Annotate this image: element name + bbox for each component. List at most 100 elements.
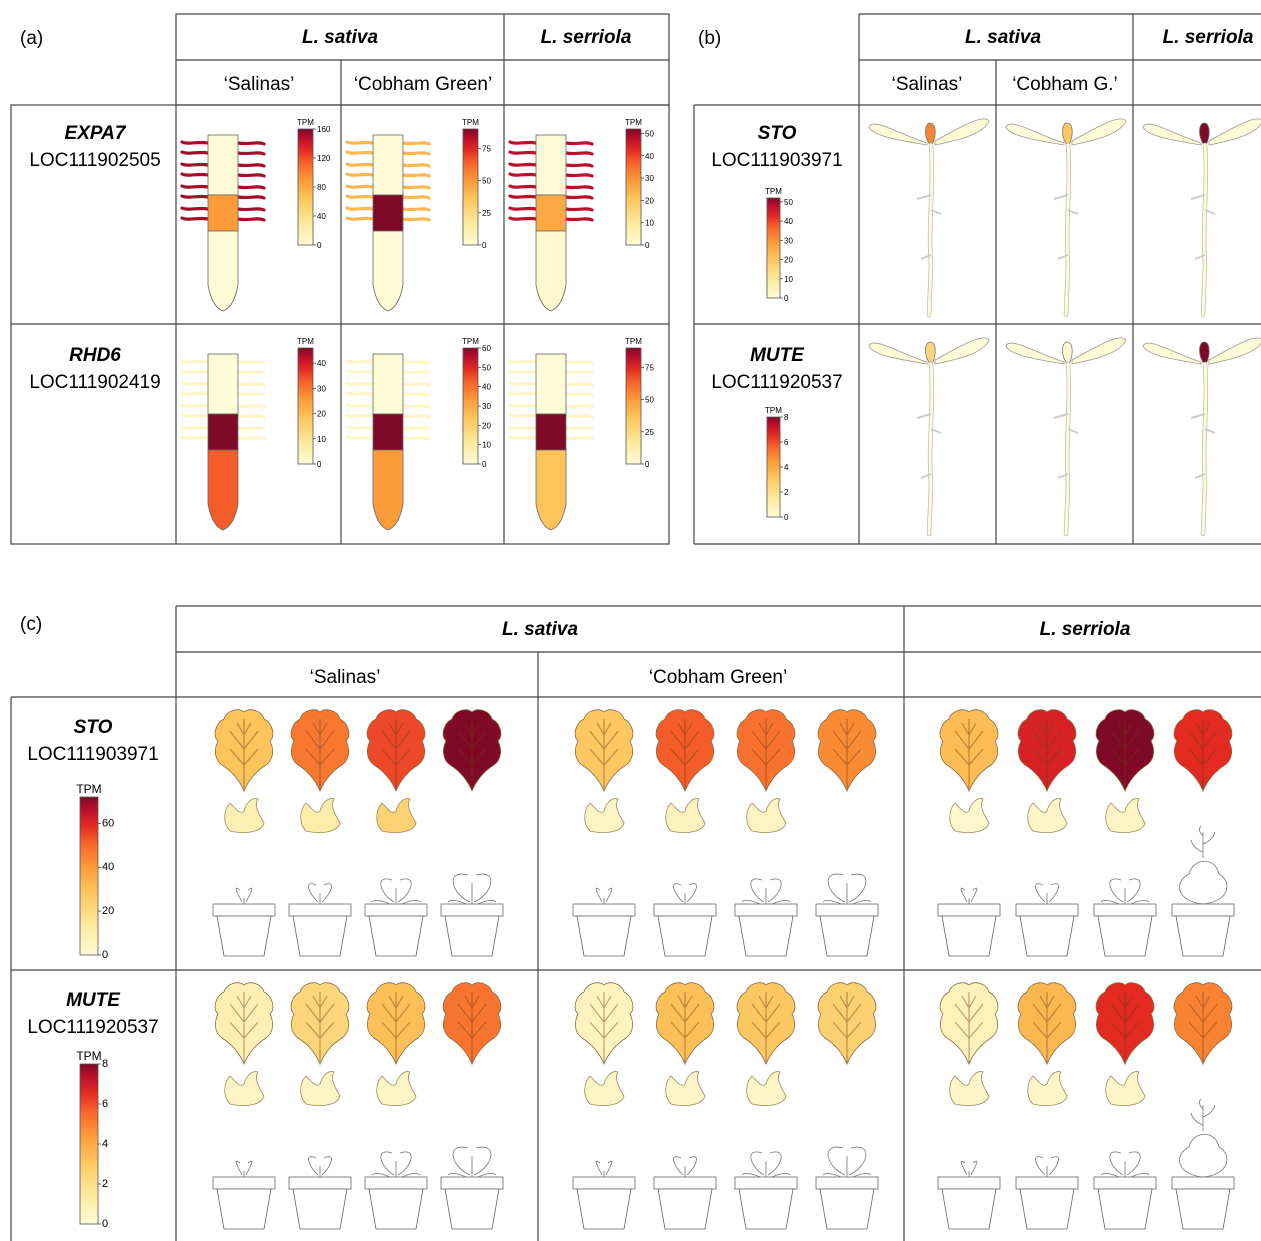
colorbar-tick-label: 50 — [645, 129, 654, 138]
colorbar-title: TPM — [462, 118, 479, 127]
plant-shoot — [308, 1156, 332, 1177]
colorbar-tick-label: 20 — [784, 256, 793, 265]
root-hair — [401, 392, 431, 397]
root-hair — [345, 391, 375, 396]
colorbar-title: TPM — [76, 1049, 101, 1063]
root-hair — [180, 140, 210, 145]
pot-body — [819, 915, 875, 957]
pot-body — [738, 915, 794, 957]
tpm-colorbar: TPM 0 10 20 30 40 50 — [625, 118, 654, 250]
pot-icon — [653, 883, 717, 957]
root-hair — [180, 403, 210, 408]
colorbar-gradient — [766, 197, 781, 299]
plant-shoot — [741, 878, 791, 905]
leaf-blade — [1173, 982, 1233, 1066]
root-hair — [564, 195, 594, 200]
plant-shoot — [960, 887, 978, 904]
leaf-blade — [1173, 709, 1233, 793]
cotyledon-right — [934, 337, 990, 365]
true-leaf — [1199, 122, 1210, 146]
cotyledon-right — [934, 118, 990, 146]
leaf-blade — [574, 709, 634, 793]
pot-rim — [440, 903, 504, 917]
root-hair — [508, 369, 538, 374]
root-hair — [564, 392, 594, 397]
root-hair — [401, 207, 431, 212]
root-hair — [564, 370, 594, 375]
colorbar-tick-label: 4 — [102, 1138, 108, 1150]
root-hair — [180, 413, 210, 418]
root-hair — [345, 172, 375, 177]
root-elongation-zone — [535, 413, 567, 451]
pot-rim — [440, 1176, 504, 1190]
root-hair — [180, 162, 210, 167]
root-hair — [564, 360, 594, 365]
leaf-blade — [366, 709, 426, 793]
root-hair — [508, 359, 538, 364]
root-hair — [508, 391, 538, 396]
pot-icon — [572, 1160, 636, 1230]
leaf-veins — [1032, 992, 1062, 1062]
leaf-veins — [381, 719, 411, 789]
pot-icon — [1015, 883, 1079, 957]
panel-a-species-sativa: L. sativa — [302, 27, 378, 48]
colorbar-gradient — [462, 347, 479, 465]
panel-a-species-serriola: L. serriola — [541, 27, 632, 48]
leaf-blade — [290, 982, 350, 1066]
leaf-blade — [442, 709, 502, 793]
leaf-blade — [290, 709, 350, 793]
root-hair — [345, 425, 375, 430]
root-hair — [180, 359, 210, 364]
colorbar-title: TPM — [76, 782, 101, 796]
colorbar-tick-label: 40 — [102, 861, 114, 873]
root-tip-zone — [535, 230, 567, 312]
pot-body — [1019, 1188, 1075, 1230]
root-hair — [236, 207, 266, 212]
root-tip-zone — [535, 449, 567, 531]
root-diagram — [345, 134, 431, 312]
root-hair — [508, 413, 538, 418]
cotyledon-icon — [584, 798, 625, 833]
pot-body — [941, 1188, 997, 1230]
true-leaf — [1062, 122, 1073, 146]
root-hair — [236, 436, 266, 441]
leaf-icon — [1173, 982, 1233, 1066]
colorbar-tick-label: 40 — [645, 152, 654, 161]
panel-a-locus-rhd6: LOC111902419 — [29, 372, 160, 393]
panel-b-locus-mute: LOC111920537 — [711, 372, 842, 393]
colorbar-tick-label: 30 — [645, 174, 654, 183]
cotyledon-icon — [1105, 798, 1146, 833]
root-hair — [508, 162, 538, 167]
colorbar-tick-label: 10 — [317, 435, 326, 444]
colorbar-tick-label: 20 — [482, 421, 491, 430]
pot-rim — [815, 1176, 879, 1190]
plant-shoot — [235, 887, 253, 904]
leaf-veins — [1110, 719, 1140, 789]
colorbar-tick-label: 2 — [102, 1178, 108, 1190]
tpm-colorbar: TPM 0 10 20 30 40 — [297, 337, 326, 469]
colorbar-tick-label: 30 — [482, 402, 491, 411]
colorbar-tick-label: 2 — [784, 488, 789, 497]
root-hair — [564, 163, 594, 168]
root-hair — [180, 184, 210, 189]
pot-rim — [288, 903, 352, 917]
colorbar-tick-label: 40 — [482, 383, 491, 392]
plant-shoot — [673, 1156, 697, 1177]
plant-shoot — [371, 878, 421, 905]
colorbar-gradient — [79, 1063, 99, 1225]
root-hair — [401, 382, 431, 387]
pot-rim — [572, 1176, 636, 1190]
true-leaf — [1062, 341, 1073, 365]
panel-b-locus-sto: LOC111903971 — [711, 150, 842, 171]
cotyledon-icon — [746, 798, 787, 833]
pot-icon — [937, 1160, 1001, 1230]
panel-a-locus-expa7: LOC111902505 — [29, 150, 160, 171]
root-elongation-zone — [207, 194, 239, 232]
colorbar-gradient — [79, 796, 99, 956]
pot-rim — [572, 903, 636, 917]
root-hair — [564, 173, 594, 178]
root-diagram — [345, 353, 431, 531]
pot-body — [576, 915, 632, 957]
colorbar-gradient — [766, 416, 781, 518]
cotyledon-icon — [1027, 798, 1068, 833]
